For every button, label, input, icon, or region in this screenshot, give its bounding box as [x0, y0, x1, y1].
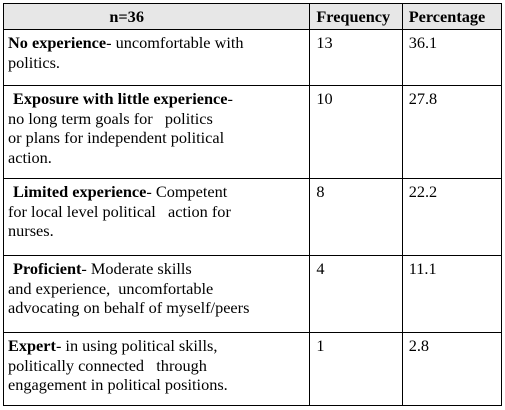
table-row: Exposure with little experience- no long… — [2, 85, 503, 179]
row-level: Exposure with little experience — [13, 89, 228, 108]
row-level: Expert — [8, 336, 56, 355]
header-percentage: Percentage — [401, 3, 503, 30]
row-percentage: 27.8 — [401, 85, 503, 179]
row-percentage: 11.1 — [401, 255, 503, 333]
row-description: No experience- uncomfortable with politi… — [2, 29, 311, 86]
row-level: No experience — [8, 33, 107, 52]
row-desc-line: or plans for independent political — [8, 128, 225, 147]
row-percentage: 22.2 — [401, 178, 503, 256]
experience-table: n=36 Frequency Percentage No experience-… — [2, 3, 503, 406]
row-description: Exposure with little experience- no long… — [2, 85, 311, 179]
row-desc-line: and experience, uncomfortable — [8, 278, 214, 298]
row-desc-line: advocating on behalf of myself/peers — [8, 298, 250, 317]
row-level: Proficient — [13, 259, 82, 278]
row-desc-line: no long term goals for politics — [8, 108, 213, 128]
row-desc-first: - — [227, 89, 233, 108]
row-desc-line: action. — [8, 147, 52, 167]
row-frequency: 13 — [309, 29, 403, 86]
row-percentage: 36.1 — [401, 29, 503, 86]
table-row: Proficient- Moderate skills and experien… — [2, 255, 503, 333]
row-desc-first: - in using political skills, — [55, 336, 218, 355]
row-desc-first: - Competent — [146, 182, 228, 201]
row-frequency: 1 — [309, 332, 403, 406]
header-n: n=36 — [2, 3, 311, 30]
row-desc-line: engagement in political positions. — [8, 375, 228, 394]
row-description: Proficient- Moderate skills and experien… — [2, 255, 311, 333]
table-row: Limited experience- Competent for local … — [2, 178, 503, 256]
row-frequency: 8 — [309, 178, 403, 256]
row-desc-first: - uncomfortable with — [106, 33, 244, 52]
row-frequency: 4 — [309, 255, 403, 333]
header-row: n=36 Frequency Percentage — [2, 3, 503, 30]
row-desc-line: for local level political action for — [8, 201, 231, 221]
row-desc-first: - Moderate skills — [81, 259, 192, 278]
row-desc-line: politics. — [8, 52, 61, 72]
row-level: Limited experience — [13, 182, 147, 201]
table-row: Expert- in using political skills, polit… — [2, 332, 503, 406]
table-row: No experience- uncomfortable with politi… — [2, 29, 503, 86]
row-desc-line: politically connected through — [8, 355, 207, 375]
row-description: Expert- in using political skills, polit… — [2, 332, 311, 406]
header-frequency: Frequency — [309, 3, 403, 30]
row-description: Limited experience- Competent for local … — [2, 178, 311, 256]
row-percentage: 2.8 — [401, 332, 503, 406]
row-frequency: 10 — [309, 85, 403, 179]
row-desc-line: nurses. — [8, 221, 54, 240]
